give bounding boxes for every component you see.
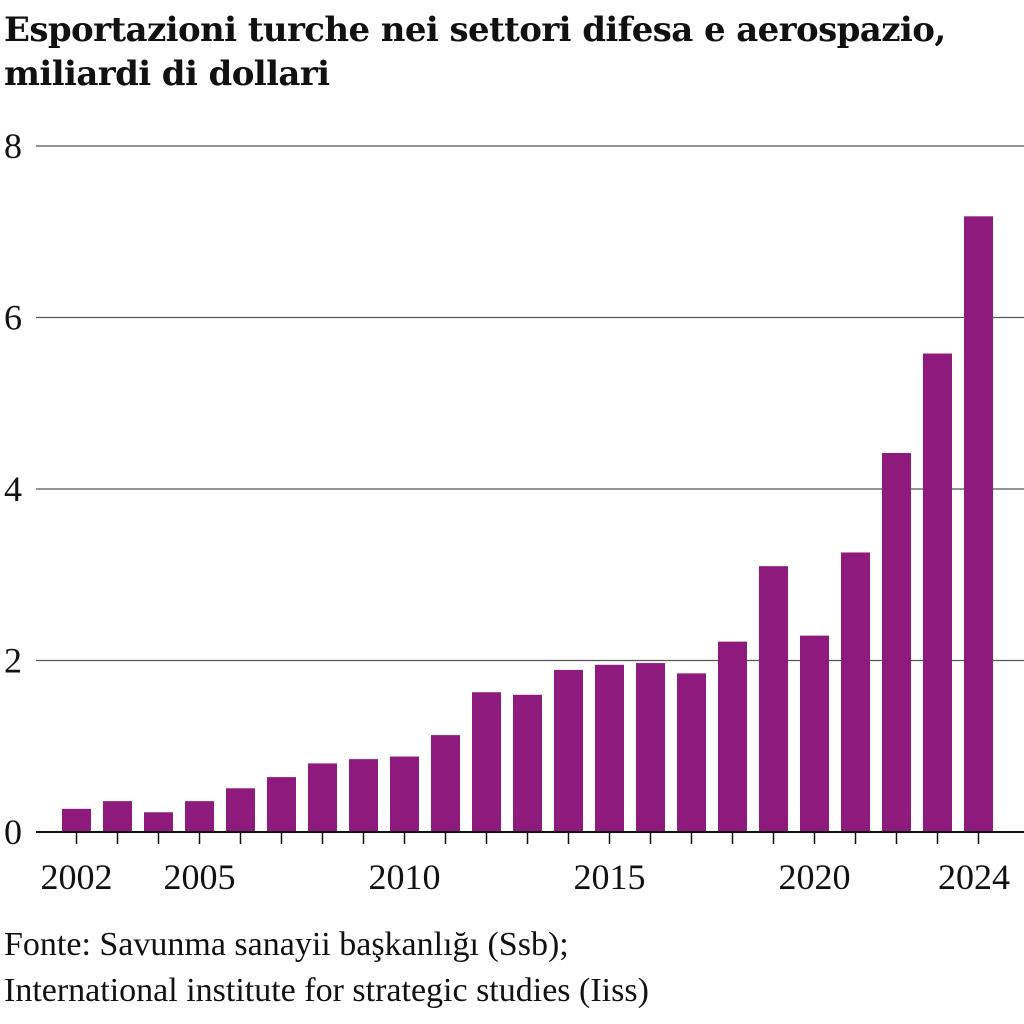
bar-2004 — [144, 812, 173, 832]
bar-2024 — [964, 216, 993, 832]
chart-source: Fonte: Savunma sanayii başkanlığı (Ssb);… — [4, 922, 1014, 1014]
bar-2011 — [431, 735, 460, 832]
source-line-2: International institute for strategic st… — [4, 972, 649, 1009]
gridlines — [36, 145, 1024, 662]
bar-2012 — [472, 692, 501, 832]
bar-2009 — [349, 759, 378, 832]
bar-2020 — [800, 635, 829, 832]
bar-2018 — [718, 641, 747, 832]
y-tick-label-2: 2 — [4, 641, 22, 681]
chart-title-line-2: miliardi di dollari — [4, 54, 330, 94]
y-tick-label-6: 6 — [4, 298, 22, 338]
bar-2022 — [882, 452, 911, 832]
x-tick-label-2010: 2010 — [369, 857, 441, 897]
bar-2021 — [841, 552, 870, 832]
bar-2007 — [267, 777, 296, 832]
chart-title-line-1: Esportazioni turche nei settori difesa e… — [4, 10, 946, 50]
x-tick-label-2002: 2002 — [41, 857, 113, 897]
bar-2019 — [759, 566, 788, 832]
x-axis — [36, 831, 1024, 844]
x-tick-label-2020: 2020 — [779, 857, 851, 897]
bar-2016 — [636, 663, 665, 832]
source-line-1: Fonte: Savunma sanayii başkanlığı (Ssb); — [4, 926, 569, 963]
bars — [62, 216, 993, 832]
bar-2010 — [390, 756, 419, 832]
bar-2008 — [308, 763, 337, 832]
y-tick-label-4: 4 — [4, 469, 22, 509]
y-tick-label-0: 0 — [4, 812, 22, 852]
x-tick-label-2024: 2024 — [938, 857, 1010, 897]
bar-2013 — [513, 694, 542, 832]
y-tick-label-8: 8 — [4, 126, 22, 166]
x-tick-labels: 2002 2005 2010 2015 2020 2024 — [41, 857, 1011, 897]
bar-2017 — [677, 673, 706, 832]
bar-2005 — [185, 801, 214, 832]
bar-2003 — [103, 801, 132, 832]
bar-2015 — [595, 664, 624, 832]
bar-2023 — [923, 353, 952, 832]
chart-title: Esportazioni turche nei settori difesa e… — [4, 8, 1014, 96]
bar-2006 — [226, 788, 255, 832]
x-tick-label-2015: 2015 — [574, 857, 646, 897]
x-tick-label-2005: 2005 — [164, 857, 236, 897]
bar-2014 — [554, 669, 583, 832]
y-tick-labels: 0 2 4 6 8 — [4, 126, 22, 852]
bar-2002 — [62, 808, 91, 832]
